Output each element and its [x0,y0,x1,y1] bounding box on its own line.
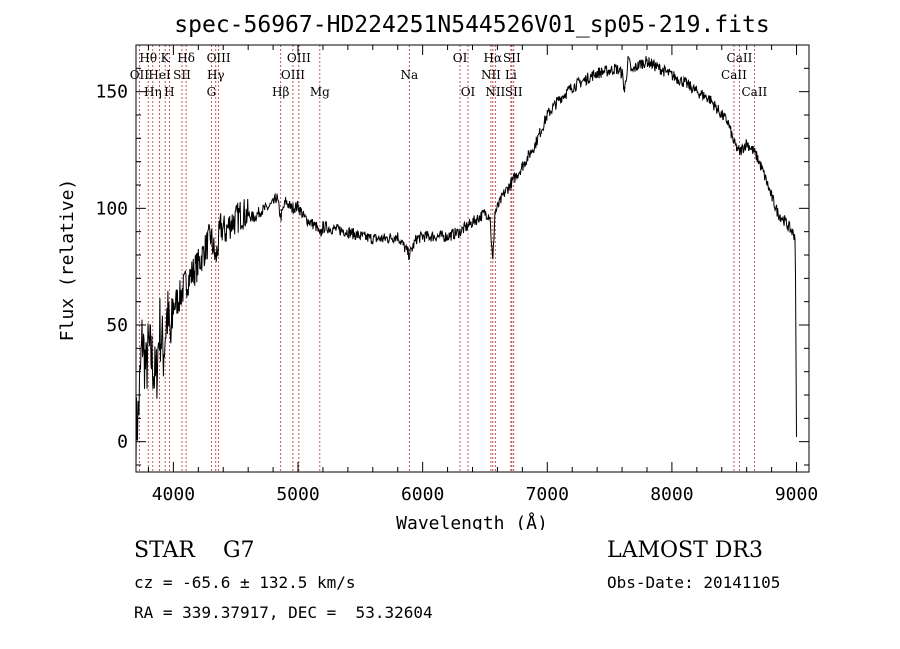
line-label: SII [503,51,521,65]
line-label: Hθ [139,51,157,65]
line-markers [138,45,755,472]
x-axis-label: Wavelength (Å) [396,512,548,530]
line-label: OII [130,68,150,82]
line-label: Mg [310,85,330,99]
line-label: Li [505,68,517,82]
spectrum-chart: spec-56967-HD224251N544526V01_sp05-219.f… [57,12,818,530]
line-label: CaII [721,68,747,82]
x-tick-label: 6000 [401,484,444,505]
x-tick-label: 7000 [526,484,569,505]
line-label: NII [481,68,501,82]
line-label: K [161,51,171,65]
object-class: STAR G7 [134,538,255,563]
line-label: Hδ [177,51,195,65]
line-label: Hβ [272,85,289,99]
y-tick-label: 150 [95,82,128,103]
line-label: OIII [287,51,311,65]
line-label: Hη [144,85,162,99]
line-label: SII [173,68,191,82]
x-tick-label: 4000 [152,484,195,505]
line-label: OI [461,85,476,99]
line-label: G [207,85,217,99]
plot-frame [135,44,810,473]
y-tick-label: 50 [106,315,128,336]
spectrum-series [135,55,797,466]
x-tick-label: 5000 [276,484,319,505]
y-axis-ticks: 0 50 100 150 [95,44,809,466]
y-tick-label: 0 [117,432,128,453]
x-tick-label: 9000 [775,484,818,505]
redshift-cz: cz = -65.6 ± 132.5 km/s [134,573,356,592]
observation-date: Obs-Date: 20141105 [607,573,781,592]
line-label: Hα [484,51,503,65]
line-label: CaII [741,85,767,99]
y-tick-label: 100 [95,198,128,219]
survey-name: LAMOST DR3 [607,538,763,563]
line-label: OIII [207,51,231,65]
line-label: NII [485,85,505,99]
line-labels: Hθ OII Hη HeI K H SII Hδ OIII Hγ G Hβ OIII OIII Mg Na OI… [130,51,768,99]
line-label: SII [505,85,523,99]
line-label: OIII [281,68,305,82]
line-label: HeI [148,68,171,82]
chart-title: spec-56967-HD224251N544526V01_sp05-219.f… [174,12,769,38]
x-axis-ticks: 4000 5000 6000 7000 8000 9000 [147,45,818,505]
y-axis-label: Flux (relative) [57,179,78,342]
line-label: H [164,85,174,99]
x-tick-label: 8000 [650,484,693,505]
line-label: OI [453,51,468,65]
ra-dec-coordinates: RA = 339.37917, DEC = 53.32604 [134,603,433,622]
line-label: Na [400,68,418,82]
line-label: Hγ [207,68,225,82]
line-label: CaII [727,51,753,65]
